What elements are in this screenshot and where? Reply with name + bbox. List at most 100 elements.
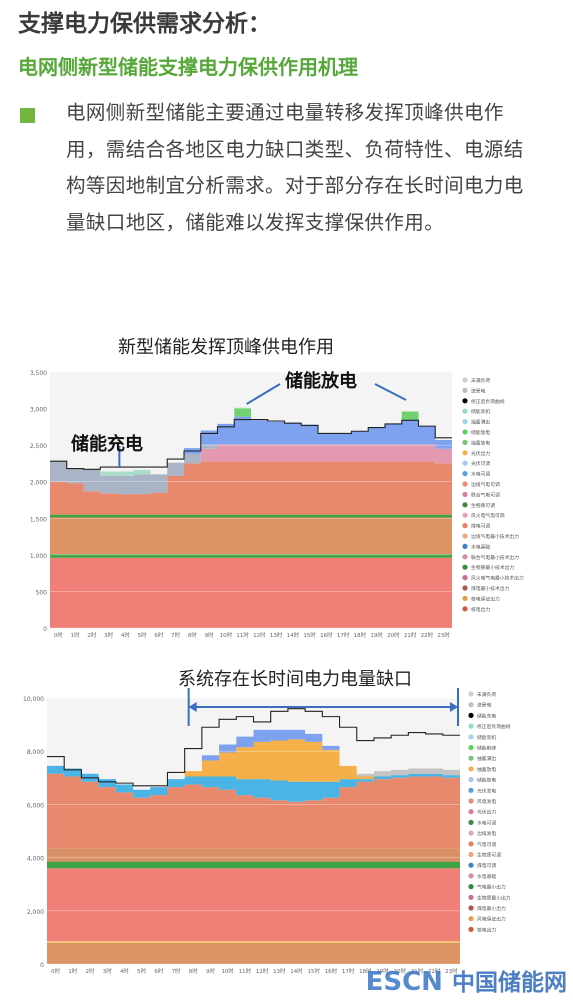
chart-1-legend-swatch-5 xyxy=(462,429,468,435)
chart-2-legend-entry-14: 气电可调 xyxy=(468,841,496,848)
chart-1-legend-swatch-12 xyxy=(462,502,468,508)
chart-2-legend-swatch-10 xyxy=(468,798,474,804)
chart-2-legend-swatch-15 xyxy=(468,851,474,858)
chart-2-legend-label-3: 修正后负荷曲线 xyxy=(477,723,511,730)
chart-2-series-0 xyxy=(47,942,460,964)
chart-1-legend-entry-5: 储能放电 xyxy=(462,429,490,436)
chart-2-xtick-14: 14时 xyxy=(290,967,303,975)
watermark-logo: ESCN 中国储能网 xyxy=(365,967,567,997)
chart-1-ytick-3: 1,500 xyxy=(30,516,47,523)
chart-1-legend-entry-3: 储能装机 xyxy=(462,408,490,415)
chart-2-legend-label-19: 生物质最小出力 xyxy=(477,894,511,901)
chart-2-legend-label-14: 气电可调 xyxy=(477,841,496,848)
chart-2-legend-swatch-4 xyxy=(468,734,474,740)
chart-1-legend-swatch-16 xyxy=(462,543,468,549)
chart-1-arrow-discharge-right xyxy=(374,383,407,401)
body-paragraph: 电网侧新型储能主要通过电量转移发挥顶峰供电作用，需结合各地区电力缺口类型、负荷特… xyxy=(66,101,524,234)
chart-1-legend-swatch-7 xyxy=(462,450,468,456)
chart-2-xtick-3: 3时 xyxy=(103,967,112,975)
chart-1-legend-entry-16: 水电基础 xyxy=(462,543,490,550)
chart-1-xtick-20: 20时 xyxy=(387,631,400,639)
chart-1-legend-swatch-21 xyxy=(462,595,468,601)
chart-1-legend-label-0: 未满负荷 xyxy=(471,377,490,384)
chart-2-series-2 xyxy=(47,868,460,942)
chart-2-legend-entry-4: 储能装机 xyxy=(468,734,496,741)
chart-2-xtick-0: 0时 xyxy=(51,967,60,975)
chart-1-legend-swatch-22 xyxy=(462,606,468,612)
chart-1-xtick-16: 16时 xyxy=(320,631,333,639)
chart-1-legend-label-17: 联合气电最小技术出力 xyxy=(471,554,519,561)
chart-1-xtick-23: 23时 xyxy=(437,631,450,639)
chart-1-xtick-22: 22时 xyxy=(421,631,434,639)
chart-1-legend-label-9: 水电可调 xyxy=(471,471,490,478)
chart-2-legend-entry-15: 生物质可调 xyxy=(468,852,501,859)
chart-2-legend-entry-17: 水电基础 xyxy=(468,873,496,880)
chart-2-legend-entry-9: 光伏发电 xyxy=(468,787,496,794)
chart-1-legend-entry-10: 边境气电可调 xyxy=(462,481,500,488)
chart-1-xtick-5: 5时 xyxy=(138,631,147,639)
chart-1-xtick-6: 6时 xyxy=(154,631,163,639)
chart-2-series-7 xyxy=(47,739,460,790)
chart-2-legend-swatch-19 xyxy=(468,894,474,900)
chart-2-xtick-15: 15时 xyxy=(307,967,320,975)
chart-1-xtick-14: 14时 xyxy=(287,631,300,639)
chart-2-legend-entry-7: 抽蓄放电 xyxy=(468,766,496,773)
chart-2-legend-swatch-5 xyxy=(468,744,474,751)
chart-1-series-2 xyxy=(50,517,452,555)
chart-2-series-9 xyxy=(47,729,460,790)
chart-1-legend-label-14: 煤电可调 xyxy=(471,523,490,530)
chart-2-legend-entry-0: 未满负荷 xyxy=(468,691,496,698)
chart-1-xtick-18: 18时 xyxy=(354,631,367,639)
chart-1-legend-label-20: 煤电最小技术出力 xyxy=(471,585,510,592)
chart-2-legend-label-13: 边境发电 xyxy=(477,830,496,837)
chart-2-legend-entry-18: 气电最小出力 xyxy=(468,884,506,891)
chart-1-legend-entry-0: 未满负荷 xyxy=(462,377,490,384)
chart-2-xtick-6: 6时 xyxy=(154,967,163,975)
chart-2-legend-label-6: 抽蓄满出 xyxy=(477,755,496,762)
chart-2-legend-label-9: 光伏发电 xyxy=(477,787,496,794)
chart-1-legend-label-3: 储能装机 xyxy=(471,408,490,415)
chart-1-xtick-12: 12时 xyxy=(253,631,266,639)
chart-2-legend-entry-2: 储能充电 xyxy=(468,712,496,719)
chart-2-series-5 xyxy=(47,773,460,849)
chart-1-legend-swatch-14 xyxy=(462,523,468,529)
chart-1-legend-swatch-9 xyxy=(462,471,468,477)
chart-1-arrow-discharge-left xyxy=(246,383,281,405)
chart-1-legend-swatch-1 xyxy=(462,387,468,393)
chart-2-legend-swatch-14 xyxy=(468,841,474,847)
chart-1-legend-entry-7: 光伏出力 xyxy=(462,450,490,457)
chart-1-xtick-8: 8时 xyxy=(188,631,197,639)
chart-2-legend-swatch-3 xyxy=(468,723,474,729)
chart-1-legend-entry-20: 煤电最小技术出力 xyxy=(462,585,510,592)
chart-2-legend-label-17: 水电基础 xyxy=(477,873,496,880)
chart-1-legend-swatch-0 xyxy=(462,377,468,383)
chart-2-xtick-7: 7时 xyxy=(172,967,181,975)
chart-2-xtick-11: 11时 xyxy=(239,967,252,975)
chart-1-legend-entry-21: 核电保证出力 xyxy=(462,595,500,602)
chart-2-total-load-line xyxy=(47,708,460,787)
chart-1-legend-entry-2: 修正后负荷曲线 xyxy=(462,398,505,405)
chart-2-legend-label-11: 光伏出力 xyxy=(477,809,496,816)
chart-1-legend-entry-15: 边境气电最小技术出力 xyxy=(462,533,519,540)
chart-2-legend-label-12: 水电可调 xyxy=(477,819,496,826)
chart-1-legend-label-18: 生物质最小技术出力 xyxy=(471,564,514,571)
chart-2-legend-label-21: 风电保证出力 xyxy=(477,916,506,923)
chart-2-legend-swatch-7 xyxy=(468,766,474,772)
chart-1-xtick-21: 21时 xyxy=(404,631,417,639)
chart-1-legend-entry-1: 送受电 xyxy=(462,387,486,394)
chart-1-legend-label-5: 储能放电 xyxy=(471,429,490,436)
chart-1-xtick-17: 17时 xyxy=(337,631,350,639)
chart-1-annotation-discharge: 储能放电 xyxy=(285,371,357,392)
chart-2-legend-label-15: 生物质可调 xyxy=(477,852,501,859)
chart-2-legend-label-0: 未满负荷 xyxy=(477,691,496,698)
chart-1-xtick-1: 1时 xyxy=(71,631,80,639)
chart-1-legend-entry-22: 核电出力 xyxy=(462,606,490,613)
chart-1-legend-label-8: 光伏可调 xyxy=(471,460,490,467)
chart-1-legend-entry-19: 风火电气电最小技术出力 xyxy=(462,575,524,582)
chart-2-xtick-16: 16时 xyxy=(325,967,338,975)
chart-1-legend-swatch-10 xyxy=(462,481,468,487)
chart-2-series-3 xyxy=(47,861,460,869)
chart-2-xtick-17: 17时 xyxy=(342,967,355,975)
chart-2-xtick-12: 12时 xyxy=(256,967,269,975)
chart-1-legend-label-21: 核电保证出力 xyxy=(471,595,500,602)
